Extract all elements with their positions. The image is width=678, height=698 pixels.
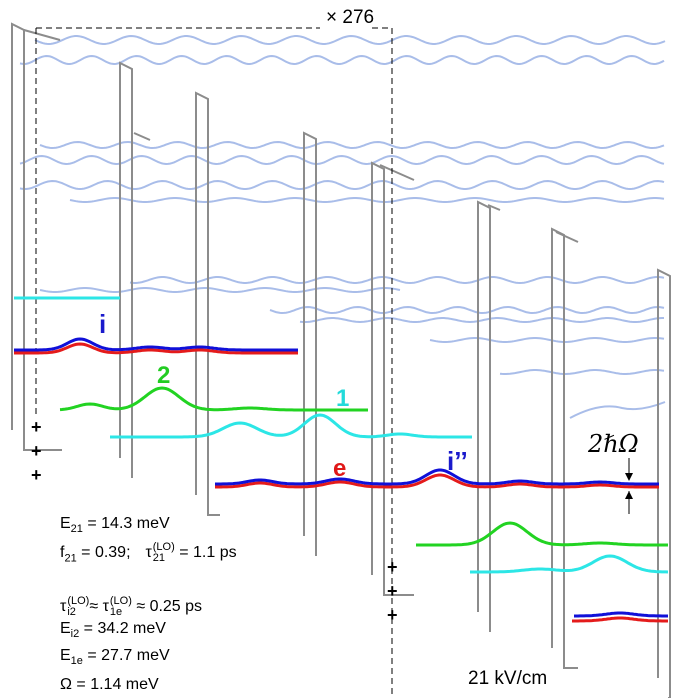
continuum-line-8 — [39, 287, 401, 293]
barrier-2 — [119, 61, 133, 478]
state-label-i: i — [99, 309, 106, 339]
param-tau-i2-1e: τ (LO) i2 ≈ τ (LO) 1e ≈ 0.25 ps — [60, 595, 203, 618]
barrier-7 — [551, 227, 578, 669]
continuum-line-9 — [269, 305, 665, 315]
continuum-line-2 — [19, 54, 665, 66]
splitting-label: 2ℏΩ — [587, 430, 639, 458]
state-e-red — [215, 473, 659, 489]
state-i-red — [14, 342, 298, 355]
state-label-e: e — [333, 455, 346, 482]
state-2-green — [59, 386, 368, 412]
state-2-green-right — [416, 521, 668, 547]
plus-sign-mid-1: + — [387, 557, 398, 577]
param-f21-tau21: f21 = 0.39; τ (LO) 21 = 1.1 ps — [60, 541, 237, 565]
barrier-5 — [371, 161, 414, 596]
continuum-line-4 — [19, 154, 665, 166]
barrier-top-5 — [555, 231, 579, 243]
barrier-top-2 — [133, 132, 151, 141]
plus-sign-mid-2: + — [387, 581, 398, 601]
split-arrow-down-head — [625, 473, 633, 481]
state-i-blue — [14, 337, 298, 352]
state-e-blue — [215, 468, 659, 486]
param-Ei2: Ei2 = 34.2 meV — [60, 620, 166, 641]
state-1-cyan — [110, 413, 472, 439]
barrier-top-4 — [487, 204, 501, 211]
state-i-blue-right — [574, 611, 668, 618]
param-Omega: Ω = 1.14 meV — [60, 676, 159, 693]
barrier-top-1 — [23, 29, 61, 41]
barrier-6 — [477, 200, 491, 632]
barrier-top-3 — [379, 164, 415, 181]
bound-state-wavefunctions — [14, 296, 669, 623]
continuum-line-3 — [39, 140, 665, 150]
param-E21: E21 = 14.3 meV — [60, 515, 170, 536]
continuum-line-5 — [19, 179, 665, 191]
barrier-1 — [11, 22, 62, 451]
plus-sign-left-2: + — [31, 441, 42, 461]
continuum-line-7 — [129, 276, 665, 285]
continuum-line-12 — [499, 369, 665, 375]
plus-sign-left-1: + — [31, 417, 42, 437]
continuum-line-6 — [69, 197, 665, 203]
continuum-line-10 — [299, 317, 664, 324]
barrier-4 — [303, 131, 317, 556]
continuum-line-13 — [569, 401, 666, 419]
split-arrow-up-head — [625, 491, 633, 499]
plus-sign-left-3: + — [31, 465, 42, 485]
state-i-red-right — [572, 616, 668, 623]
param-E1e: E1e = 27.7 meV — [60, 647, 170, 668]
state-label-i-double-prime: i’’ — [447, 446, 468, 476]
barriers — [11, 22, 671, 698]
magnification-label: × 276 — [326, 7, 374, 28]
state-label-2: 2 — [157, 362, 170, 389]
plus-sign-mid-3: + — [387, 605, 398, 625]
state-label-1: 1 — [336, 385, 349, 412]
splitting-arrows — [625, 458, 633, 514]
barrier-3 — [195, 91, 220, 516]
state-1-cyan-right — [470, 554, 669, 574]
field-label: 21 kV/cm — [468, 668, 547, 689]
continuum-line-1 — [34, 34, 666, 46]
continuum-states — [19, 34, 666, 419]
continuum-line-11 — [429, 337, 665, 343]
barrier-8 — [657, 268, 671, 698]
